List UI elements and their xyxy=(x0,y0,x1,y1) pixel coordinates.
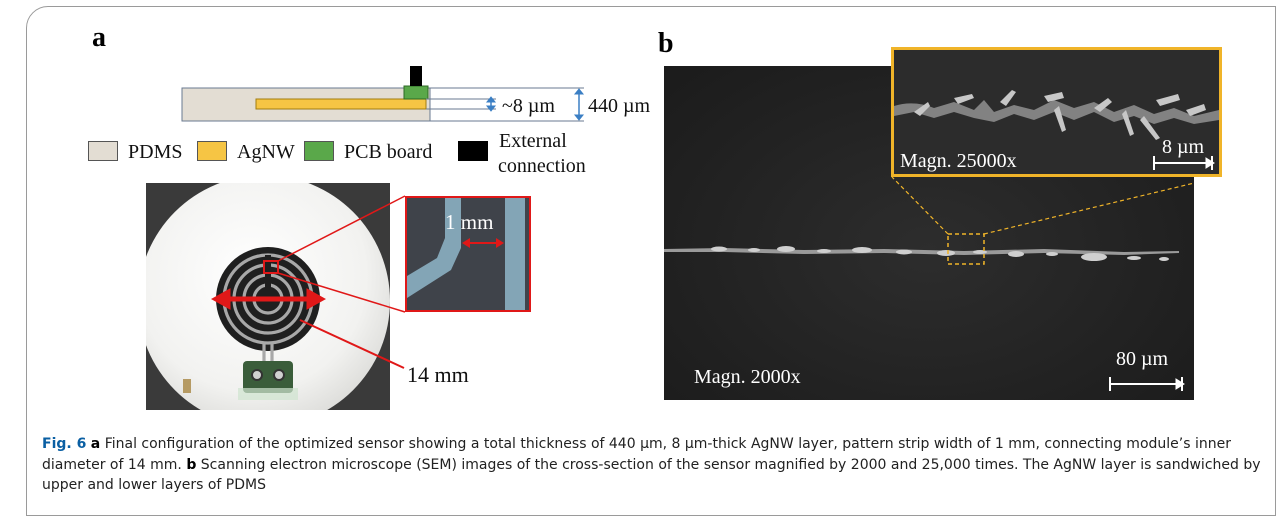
legend-label-pcb: PCB board xyxy=(344,141,433,163)
legend-label-agnw: AgNW xyxy=(237,141,295,163)
panel-b-letter: b xyxy=(658,28,674,59)
caption-a-text: Final configuration of the optimized sen… xyxy=(42,436,1231,473)
sem-inset-image: Magn. 25000x 8 µm xyxy=(891,47,1222,177)
caption-fig-label: Fig. 6 xyxy=(42,436,87,452)
diameter-arrow xyxy=(210,288,327,310)
cross-section-diagram xyxy=(181,66,585,122)
connector-module xyxy=(243,361,293,393)
caption-b-letter: b xyxy=(186,456,197,473)
legend-label-connection: connection xyxy=(498,155,586,177)
caption-a-letter: a xyxy=(90,436,101,452)
external-connection xyxy=(410,66,422,86)
main-scale-label: 80 µm xyxy=(1116,348,1169,370)
thickness-total-label: 440 µm xyxy=(588,95,651,117)
diameter-label: 14 mm xyxy=(407,362,469,387)
legend-label-external: External xyxy=(499,130,567,152)
agnw-layer-trace xyxy=(664,246,1179,261)
zoom-region-box xyxy=(947,233,985,265)
legend-swatch-external xyxy=(458,141,488,161)
inset-scale-label: 8 µm xyxy=(1162,136,1205,158)
figure-frame xyxy=(26,6,1276,516)
legend-swatch-pcb xyxy=(304,141,334,161)
inset-highlight-box xyxy=(263,260,279,274)
inset-scale-bar xyxy=(1153,156,1215,170)
agnw-layer xyxy=(255,98,427,110)
diameter-leader-line xyxy=(299,319,405,369)
strip-inset xyxy=(405,196,531,312)
main-magnification-label: Magn. 2000x xyxy=(694,366,801,388)
small-thickness-arrow xyxy=(485,96,497,112)
sem-inset-drawing xyxy=(894,50,1219,174)
legend-swatch-pdms xyxy=(88,141,118,161)
strip-inset-drawing xyxy=(407,198,529,310)
panel-a-letter: a xyxy=(92,22,106,53)
main-scale-bar xyxy=(1109,377,1185,391)
inset-magnification-label: Magn. 25000x xyxy=(900,150,1017,172)
legend-label-pdms: PDMS xyxy=(128,141,183,163)
figure-caption: Fig. 6 a Final configuration of the opti… xyxy=(42,434,1268,496)
caption-b-text: Scanning electron microscope (SEM) image… xyxy=(42,456,1261,494)
total-thickness-arrow xyxy=(573,88,585,121)
strip-width-label: 1 mm xyxy=(445,210,494,234)
legend-swatch-agnw xyxy=(197,141,227,161)
sem-main-drawing xyxy=(664,176,1194,391)
thickness-small-label: ~8 µm xyxy=(502,95,555,117)
